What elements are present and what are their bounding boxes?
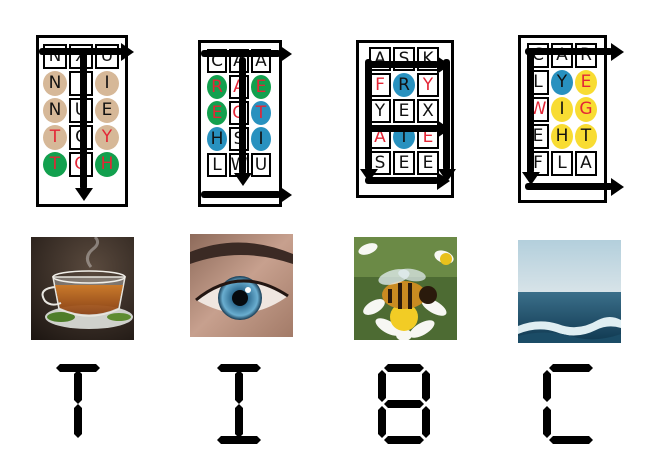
grid-cell: F: [369, 73, 391, 97]
photo-eye: [190, 234, 293, 337]
grid-cell: E: [393, 99, 415, 123]
grid-cell: E: [95, 98, 119, 123]
grid-cell: E: [393, 151, 415, 175]
horizontal-arrow: [201, 44, 292, 63]
answer-letter-4: C: [543, 364, 595, 444]
arrow-head-icon: [233, 173, 252, 186]
grid-cell: Y: [551, 70, 573, 95]
grid-cell: R: [393, 73, 415, 97]
grid-cell: T: [251, 101, 271, 125]
arrow-head-icon: [121, 42, 134, 61]
horizontal-arrow: [201, 185, 292, 204]
grid-cell: E: [207, 101, 227, 125]
arrow-head-icon: [279, 44, 292, 63]
arrow-head-icon: [521, 172, 540, 185]
grid-cell: T: [43, 125, 67, 150]
grid-cell: U: [251, 153, 271, 177]
grid-cell: L: [207, 153, 227, 177]
puzzle-grid-1: NXUNINUETCYTOH: [36, 35, 134, 207]
grid-cell: H: [207, 127, 227, 151]
horizontal-arrow: [365, 55, 450, 74]
grid-cell: Y: [369, 99, 391, 123]
grid-cell: Y: [417, 73, 439, 97]
grid-cell: I: [251, 127, 271, 151]
grid-cell: Y: [95, 125, 119, 150]
horizontal-arrow: [525, 42, 624, 61]
grid-cell: A: [551, 43, 573, 68]
grid-cell: X: [417, 99, 439, 123]
arrow-head-icon: [279, 185, 292, 204]
puzzle-grid-2: CAARAEEOTHSILWU: [198, 40, 292, 207]
answer-letter-2: I: [213, 364, 265, 444]
grid-cell: E: [417, 151, 439, 175]
arrow-head-icon: [437, 169, 456, 182]
grid-cell: E: [251, 75, 271, 99]
grid-cell: N: [43, 98, 67, 123]
horizontal-arrow: [39, 42, 134, 61]
grid-cell: H: [95, 152, 119, 177]
grid-cell: E: [575, 70, 597, 95]
vertical-arrow: [233, 57, 252, 186]
grid-cell: R: [575, 43, 597, 68]
photo-tea-cup: [31, 237, 134, 340]
grid-cell: G: [575, 97, 597, 122]
grid-cell: H: [551, 124, 573, 149]
vertical-arrow: [359, 59, 378, 182]
photo-bee-on-flower: [354, 237, 457, 340]
grid-cell: A: [575, 151, 597, 176]
arrow-head-icon: [611, 177, 624, 196]
arrow-head-icon: [611, 42, 624, 61]
grid-cell: I: [551, 97, 573, 122]
arrow-head-icon: [74, 188, 93, 201]
grid-cell: L: [551, 151, 573, 176]
grid-cell: T: [575, 124, 597, 149]
horizontal-arrow: [525, 177, 624, 196]
grid-cell: I: [95, 71, 119, 96]
arrow-head-icon: [359, 169, 378, 182]
photo-ocean-wave: [518, 240, 621, 343]
grid-cell: R: [207, 75, 227, 99]
answer-letter-3: B: [378, 364, 430, 444]
vertical-arrow: [437, 59, 456, 182]
answer-letter-1: T: [52, 364, 104, 444]
grid-cell: N: [43, 71, 67, 96]
vertical-arrow: [521, 52, 540, 185]
vertical-arrow: [74, 52, 93, 201]
horizontal-arrow: [365, 119, 450, 138]
grid-cell: T: [43, 152, 67, 177]
